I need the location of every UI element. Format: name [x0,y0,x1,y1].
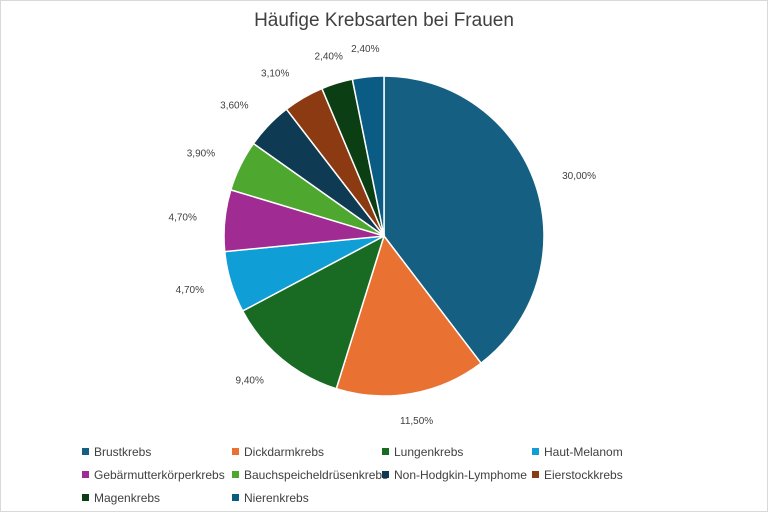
legend-swatch [382,448,389,455]
legend-item: Brustkrebs [82,445,232,459]
chart-title: Häufige Krebsarten bei Frauen [254,10,514,31]
legend-swatch [82,448,89,455]
data-label-2: 11,50% [400,416,433,427]
legend-label: Dickdarmkrebs [244,444,325,459]
data-label-4: 4,70% [176,285,204,296]
legend-swatch [382,471,389,478]
legend-label: Lungenkrebs [394,444,464,459]
legend-label: Bauchspeicheldrüsenkrebs [244,467,389,482]
data-label-1: 30,00% [562,171,596,182]
pie-slice-10 [351,75,385,237]
legend-item: Lungenkrebs [382,445,532,459]
legend-label: Magenkrebs [94,490,161,505]
legend-swatch [82,471,89,478]
legend-swatch [232,471,239,478]
legend-item: Gebärmutterkörperkrebs [82,468,232,482]
data-label-6: 3,90% [187,149,215,160]
legend-item: Haut-Melanom [532,445,682,459]
legend-item: Bauchspeicheldrüsenkrebs [232,468,388,482]
legend-label: Brustkrebs [94,444,152,459]
legend-item: Nierenkrebs [232,491,382,505]
legend-swatch [232,448,239,455]
legend-item: Eierstockkrebs [532,468,682,482]
chart-legend: Brustkrebs Dickdarmkrebs Lungenkrebs Haut-M… [82,440,722,509]
data-label-8: 3,10% [261,69,289,80]
legend-item: Non-Hodgkin-Lymphome [382,468,532,482]
legend-swatch [532,448,539,455]
legend-label: Gebärmutterkörperkrebs [94,467,225,482]
legend-label: Nierenkrebs [244,490,309,505]
legend-swatch [232,494,239,501]
legend-row: Brustkrebs Dickdarmkrebs Lungenkrebs Haut-M… [82,440,722,463]
pie-slice-3 [241,234,386,390]
legend-label: Haut-Melanom [544,444,623,459]
pie-slice-1 [383,75,545,365]
legend-row: Magenkrebs Nierenkrebs [82,486,722,509]
data-label-9: 2,40% [315,51,343,62]
legend-label: Eierstockkrebs [544,467,623,482]
legend-item: Dickdarmkrebs [232,445,382,459]
pie-slice-2 [335,234,483,397]
data-label-10: 2,40% [351,44,379,55]
pie-chart: 30,00% 11,50% 9,40% 4,70% 4,70% 3,90% 3,60% 3,1… [169,44,597,427]
data-label-7: 3,60% [220,101,248,112]
data-label-3: 9,40% [236,376,264,387]
legend-label: Non-Hodgkin-Lymphome [394,467,527,482]
legend-item: Magenkrebs [82,491,232,505]
legend-swatch [532,471,539,478]
legend-row: Gebärmutterkörperkrebs Bauchspeicheldrüse… [82,463,722,486]
legend-swatch [82,494,89,501]
data-label-5: 4,70% [169,213,197,224]
